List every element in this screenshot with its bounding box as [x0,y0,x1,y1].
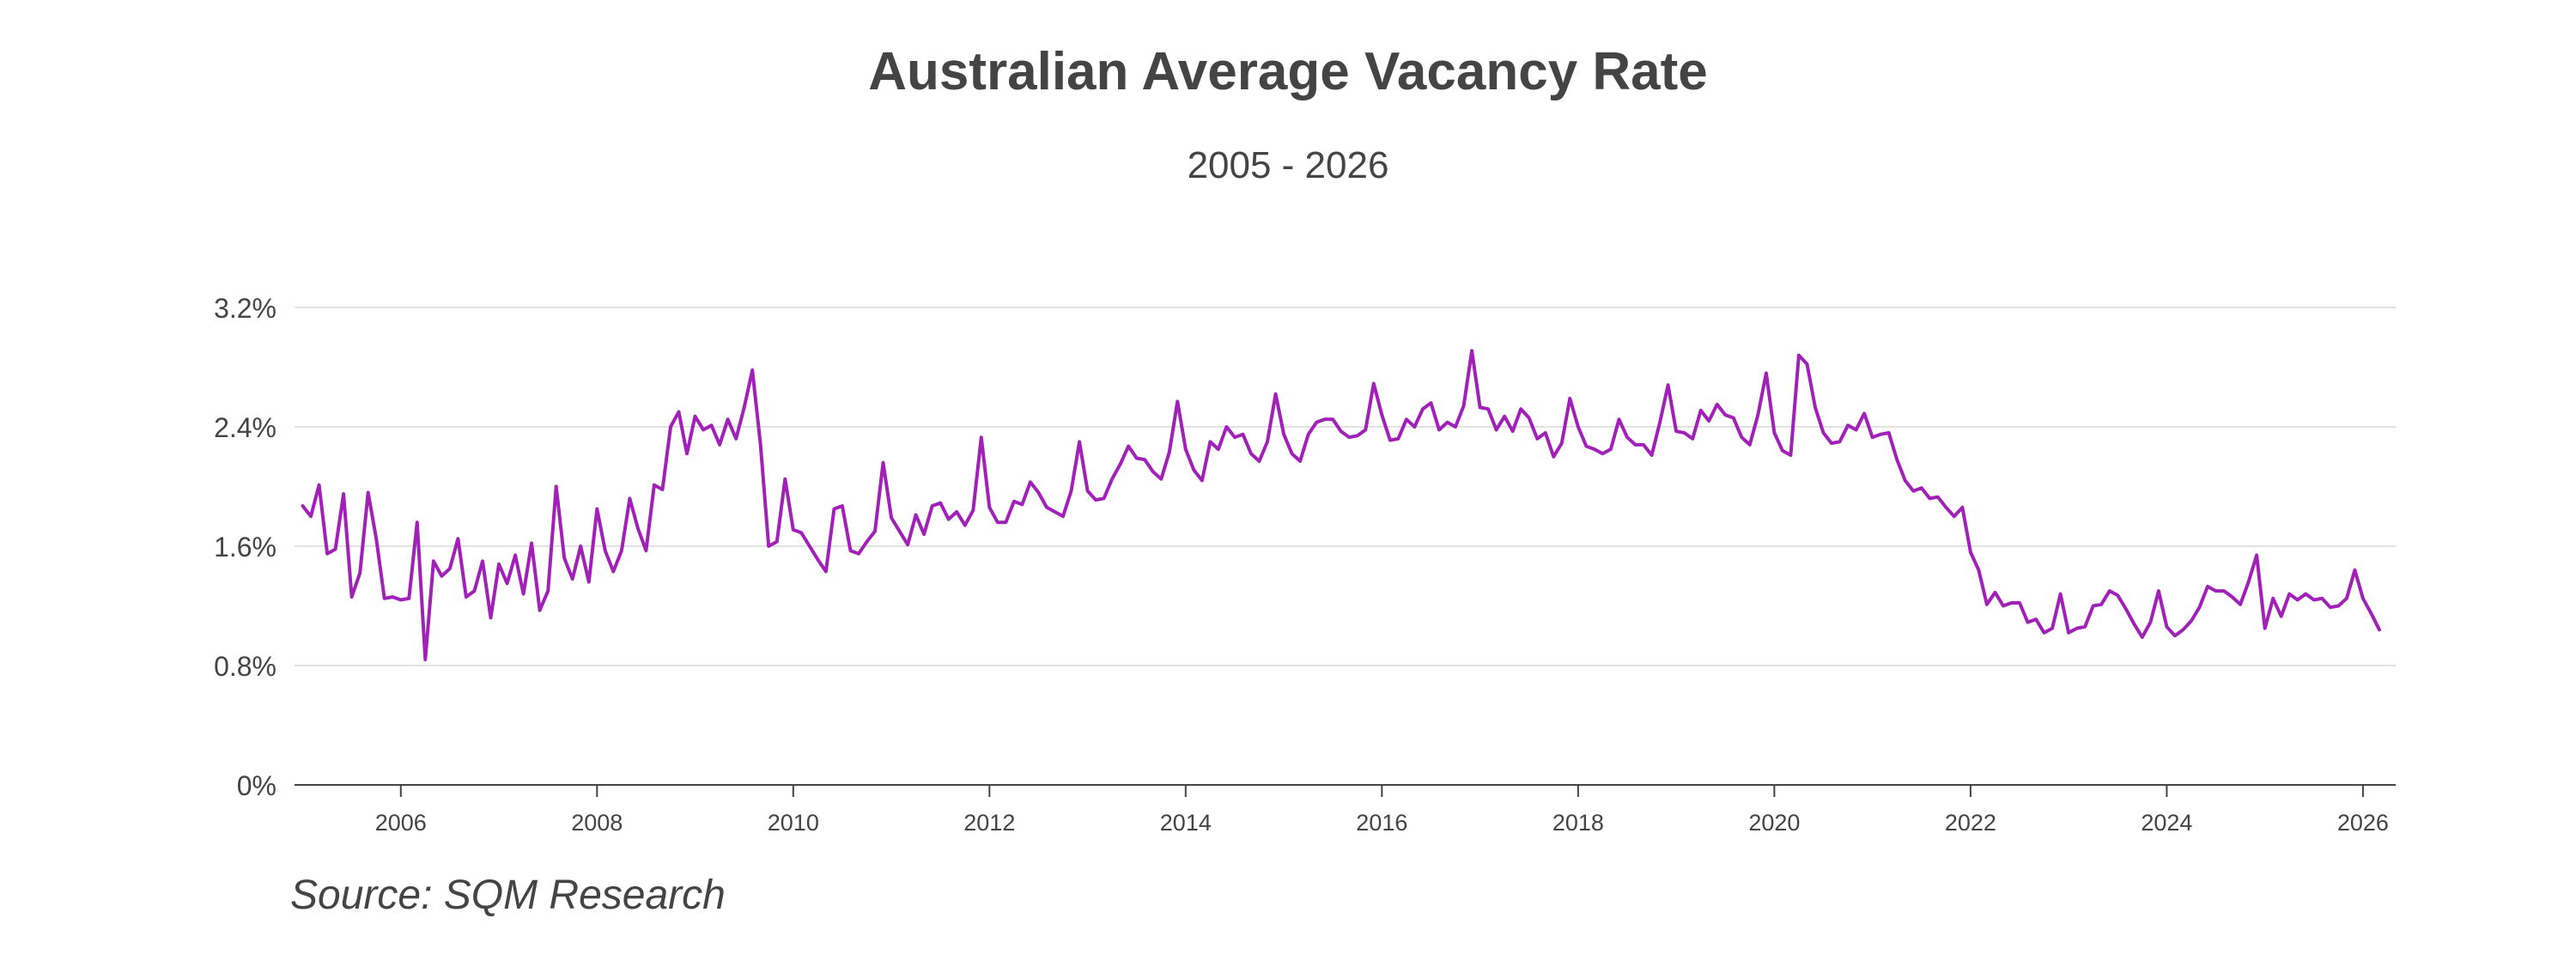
x-tick-label: 2020 [1748,810,1800,836]
y-tick-label: 3.2% [214,293,276,324]
axes: 0% 0.8% 1.6% 2.4% 3.2% 2006 2008 2010 2012 2014 20… [214,293,2396,836]
x-tick-label: 2014 [1160,810,1212,836]
y-tick-label: 0% [237,770,276,801]
x-tick-label: 2006 [375,810,427,836]
x-tick-label: 2016 [1356,810,1407,836]
x-tick-label: 2012 [963,810,1015,836]
source-note: Source: SQM Research [290,873,726,918]
x-tick-label: 2026 [2337,810,2389,836]
y-tick-label: 0.8% [214,651,276,682]
y-tick-label: 2.4% [214,412,276,443]
chart-title: Australian Average Vacancy Rate [868,42,1708,101]
x-tick-label: 2010 [768,810,819,836]
x-tick-label: 2018 [1552,810,1604,836]
y-tick-label: 1.6% [214,532,276,563]
x-tick-label: 2022 [1945,810,1996,836]
gridlines [295,307,2396,666]
series-layer [301,349,2381,661]
chart-subtitle: 2005 - 2026 [1187,144,1389,186]
x-tick-label: 2024 [2141,810,2192,836]
series-line [301,349,2381,661]
x-tick-label: 2008 [571,810,623,836]
